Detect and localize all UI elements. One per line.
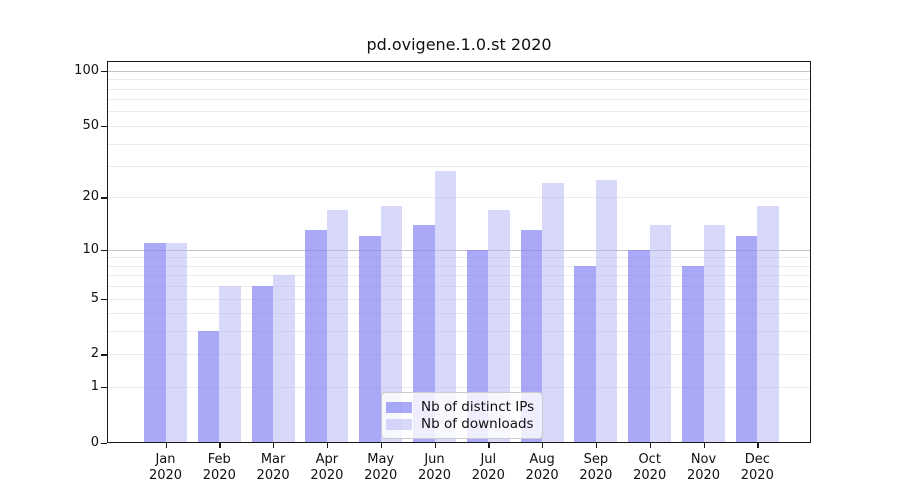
- bar: [703, 224, 725, 443]
- gridline: [107, 331, 811, 333]
- bar: [649, 224, 672, 443]
- y-tick-label: 50: [82, 117, 99, 133]
- gridline: [107, 125, 811, 127]
- y-tick-label: 20: [82, 189, 99, 205]
- gridline: [107, 79, 811, 81]
- y-tick-mark: [101, 298, 107, 300]
- y-tick-label: 10: [82, 241, 99, 257]
- gridline: [107, 265, 811, 267]
- gridline: [107, 249, 811, 251]
- x-tick-mark: [703, 443, 705, 448]
- x-tick-mark: [542, 443, 544, 448]
- gridline: [107, 275, 811, 277]
- x-tick-mark: [326, 443, 329, 448]
- bar: [305, 230, 327, 443]
- x-tick-label: Sep 2020: [579, 452, 613, 483]
- gridline: [107, 166, 811, 167]
- bar: [273, 275, 295, 443]
- bar: [434, 171, 456, 443]
- gridline: [107, 313, 811, 315]
- legend-item-downloads: Nb of downloads: [386, 416, 534, 432]
- chart-title: pd.ovigene.1.0.st 2020: [366, 35, 552, 54]
- y-tick-mark: [101, 249, 107, 251]
- x-tick-label: Apr 2020: [310, 452, 344, 483]
- bar: [380, 205, 403, 443]
- bar: [757, 205, 779, 443]
- y-tick-mark: [101, 443, 107, 445]
- bar: [574, 265, 596, 443]
- legend-swatch-distinct-ips-icon: [386, 401, 412, 413]
- bar: [488, 209, 510, 443]
- gridline: [107, 70, 811, 72]
- y-tick-label: 2: [90, 346, 99, 362]
- bar: [682, 265, 704, 443]
- bar: [520, 230, 543, 443]
- bar: [219, 286, 241, 443]
- x-tick-label: May 2020: [364, 452, 398, 483]
- x-tick-label: Aug 2020: [525, 452, 559, 483]
- x-tick-label: Mar 2020: [256, 452, 290, 483]
- x-tick-mark: [219, 443, 221, 448]
- gridline: [107, 257, 811, 259]
- bar: [197, 331, 220, 443]
- y-tick-mark: [101, 387, 107, 389]
- gridline: [107, 197, 811, 199]
- bar: [326, 209, 349, 443]
- y-tick-label: 100: [74, 62, 99, 78]
- x-tick-label: Feb 2020: [202, 452, 236, 483]
- x-tick-mark: [757, 443, 759, 448]
- x-tick-mark: [165, 443, 167, 448]
- bar: [595, 180, 618, 443]
- x-tick-mark: [434, 443, 436, 448]
- y-tick-label: 0: [90, 435, 99, 450]
- plot-area: Nb of distinct IPs Nb of downloads: [107, 61, 811, 443]
- legend-label: Nb of distinct IPs: [421, 399, 535, 415]
- x-tick-mark: [649, 443, 652, 448]
- bar: [165, 242, 187, 443]
- bar: [542, 183, 564, 443]
- y-tick-mark: [101, 125, 107, 128]
- x-tick-mark: [380, 443, 383, 448]
- legend-label: Nb of downloads: [421, 416, 534, 432]
- x-tick-mark: [595, 443, 598, 448]
- bar: [628, 249, 650, 443]
- gridline: [107, 88, 811, 90]
- x-tick-label: Dec 2020: [740, 452, 774, 483]
- gridline: [107, 387, 811, 389]
- x-tick-label: Jan 2020: [148, 452, 183, 483]
- gridline: [107, 298, 811, 300]
- bar: [735, 236, 758, 443]
- bar: [413, 224, 435, 443]
- x-tick-mark: [273, 443, 275, 448]
- x-tick-mark: [488, 443, 490, 448]
- x-tick-label: Jun 2020: [417, 452, 452, 483]
- bar: [251, 286, 274, 443]
- gridline: [107, 99, 811, 101]
- legend: Nb of distinct IPs Nb of downloads: [381, 392, 543, 439]
- gridline: [107, 286, 811, 288]
- x-tick-label: Oct 2020: [633, 452, 667, 483]
- y-tick-mark: [101, 70, 107, 73]
- gridline: [107, 354, 811, 356]
- y-tick-label: 1: [90, 379, 99, 395]
- gridline: [107, 143, 811, 145]
- bar: [359, 236, 381, 443]
- gridline: [107, 111, 811, 113]
- legend-swatch-downloads-icon: [386, 418, 412, 430]
- x-tick-label: Nov 2020: [686, 452, 721, 483]
- y-tick-label: 5: [90, 290, 99, 306]
- y-tick-mark: [101, 354, 107, 356]
- legend-item-distinct-ips: Nb of distinct IPs: [386, 399, 534, 415]
- x-tick-label: Jul 2020: [471, 452, 505, 483]
- y-tick-mark: [101, 197, 107, 199]
- bar: [144, 242, 166, 443]
